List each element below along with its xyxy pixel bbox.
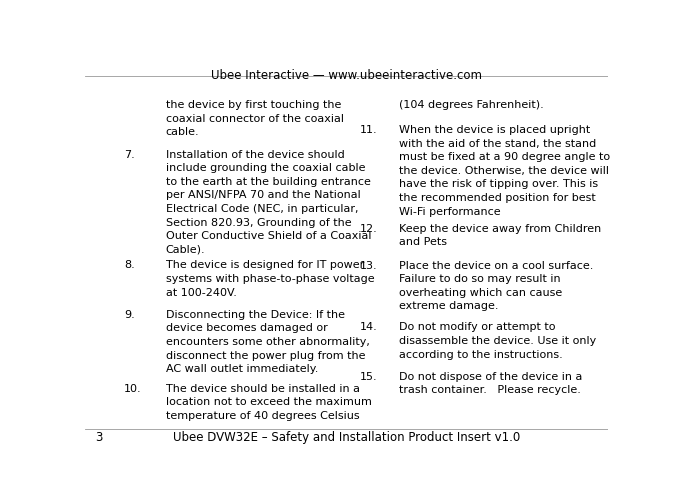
Text: (104 degrees Fahrenheit).: (104 degrees Fahrenheit).	[399, 100, 544, 110]
Text: 14.: 14.	[360, 322, 377, 332]
Text: When the device is placed upright
with the aid of the stand, the stand
must be f: When the device is placed upright with t…	[399, 125, 610, 217]
Text: The device should be installed in a
location not to exceed the maximum
temperatu: The device should be installed in a loca…	[166, 384, 372, 421]
Text: Place the device on a cool surface.
Failure to do so may result in
overheating w: Place the device on a cool surface. Fail…	[399, 260, 594, 311]
Text: 7.: 7.	[124, 150, 135, 160]
Text: Ubee DVW32E – Safety and Installation Product Insert v1.0: Ubee DVW32E – Safety and Installation Pr…	[173, 431, 520, 444]
Text: Installation of the device should
include grounding the coaxial cable
to the ear: Installation of the device should includ…	[166, 150, 371, 255]
Text: Do not modify or attempt to
disassemble the device. Use it only
according to the: Do not modify or attempt to disassemble …	[399, 322, 596, 359]
Text: The device is designed for IT power
systems with phase-to-phase voltage
at 100-2: The device is designed for IT power syst…	[166, 260, 375, 297]
Text: 3: 3	[95, 431, 102, 444]
Text: Disconnecting the Device: If the
device becomes damaged or
encounters some other: Disconnecting the Device: If the device …	[166, 310, 370, 374]
Text: 12.: 12.	[360, 224, 377, 234]
Text: 10.: 10.	[124, 384, 141, 394]
Text: Do not dispose of the device in a
trash container.   Please recycle.: Do not dispose of the device in a trash …	[399, 372, 582, 395]
Text: 9.: 9.	[124, 310, 135, 320]
Text: Keep the device away from Children
and Pets: Keep the device away from Children and P…	[399, 224, 601, 247]
Text: the device by first touching the
coaxial connector of the coaxial
cable.: the device by first touching the coaxial…	[166, 100, 343, 137]
Text: 15.: 15.	[360, 372, 377, 382]
Text: 11.: 11.	[360, 125, 377, 135]
Text: Ubee Interactive — www.ubeeinteractive.com: Ubee Interactive — www.ubeeinteractive.c…	[211, 69, 482, 82]
Text: 13.: 13.	[360, 260, 377, 270]
Text: 8.: 8.	[124, 260, 135, 270]
